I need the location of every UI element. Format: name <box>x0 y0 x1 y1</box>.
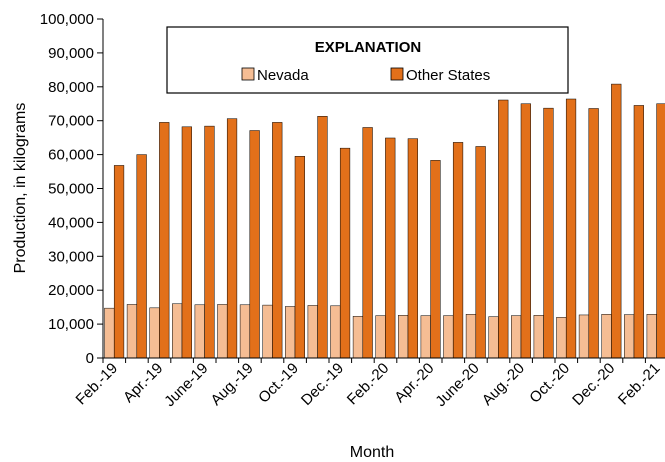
bar-nevada <box>398 315 409 359</box>
bar-nevada <box>330 305 341 359</box>
bar-other-states <box>136 154 147 359</box>
y-axis: 0 10,000 20,000 30,000 40,000 50,000 60,000 70,… <box>40 11 104 367</box>
bar-other-states <box>294 156 305 359</box>
bar-nevada <box>646 314 657 359</box>
bar-other-states <box>498 99 509 359</box>
x-tick-label: Dec.-20 <box>569 360 618 409</box>
bar-nevada <box>511 315 522 359</box>
bar-other-states <box>226 118 238 359</box>
bar-other-states <box>317 116 328 359</box>
legend-label-other-states: Other States <box>406 67 490 84</box>
bar-other-states <box>113 165 125 359</box>
bar-other-states <box>181 126 192 359</box>
bar-nevada <box>533 315 544 359</box>
bar-nevada <box>285 306 296 359</box>
bar-nevada <box>149 307 160 359</box>
x-axis-title: Month <box>350 444 394 461</box>
y-tick-label: 80,000 <box>48 79 94 96</box>
x-tick-label: Feb.-19 <box>73 360 122 409</box>
bar-nevada <box>488 316 499 359</box>
bar-other-states <box>272 122 283 359</box>
bar-other-states <box>159 122 170 359</box>
bar-nevada <box>262 304 273 359</box>
y-tick-label: 0 <box>86 350 94 367</box>
bar-nevada <box>239 304 251 359</box>
bar-other-states <box>249 130 260 359</box>
legend-swatch-other-states <box>390 67 404 81</box>
y-tick-label: 20,000 <box>48 282 94 299</box>
x-tick-label: Aug.-20 <box>479 360 528 409</box>
y-tick-label: 100,000 <box>40 11 94 28</box>
bar-other-states <box>339 147 351 359</box>
bar-other-states <box>430 160 441 359</box>
bar-other-states <box>588 108 599 359</box>
x-tick-label: Aug.-19 <box>208 360 257 409</box>
bar-nevada <box>578 314 590 359</box>
legend-box <box>166 26 569 94</box>
bar-other-states <box>656 103 665 359</box>
bar-nevada <box>307 305 318 359</box>
bar-other-states <box>611 83 622 359</box>
bar-other-states <box>565 98 577 359</box>
x-tick-label: June-20 <box>432 360 482 410</box>
y-tick-label: 40,000 <box>48 214 94 231</box>
y-tick-label: 50,000 <box>48 181 94 198</box>
bar-nevada <box>465 314 477 359</box>
x-tick-label: Oct.-20 <box>526 360 573 407</box>
bar-nevada <box>352 316 364 359</box>
bars-layer <box>104 83 665 359</box>
bar-nevada <box>104 307 115 359</box>
y-tick-label: 90,000 <box>48 45 94 62</box>
x-tick-label: Oct.-19 <box>255 360 302 407</box>
bar-nevada <box>217 304 228 359</box>
bar-other-states <box>452 142 464 359</box>
x-tick-label: Apr.-20 <box>391 360 437 406</box>
legend-title: EXPLANATION <box>315 39 421 56</box>
bar-nevada <box>443 315 454 359</box>
legend: EXPLANATION Nevada Other States <box>166 26 569 94</box>
x-tick-label: Dec.-19 <box>298 360 347 409</box>
bar-other-states <box>475 146 486 359</box>
x-tick-label: Apr.-19 <box>120 360 166 406</box>
bar-nevada <box>126 304 138 359</box>
bar-nevada <box>556 317 567 359</box>
y-tick-label: 10,000 <box>48 316 94 333</box>
bar-other-states <box>385 137 396 359</box>
bar-other-states <box>520 103 531 359</box>
x-tick-label: June-19 <box>161 360 211 410</box>
bar-nevada <box>601 314 612 359</box>
bar-nevada <box>420 315 431 359</box>
y-tick-label: 60,000 <box>48 147 94 164</box>
bar-other-states <box>543 107 554 359</box>
bar-nevada <box>624 314 635 359</box>
bar-other-states <box>362 127 373 359</box>
bar-other-states <box>204 125 215 359</box>
legend-label-nevada: Nevada <box>257 67 309 84</box>
x-axis: Feb.-19Apr.-19June-19Aug.-19Oct.-19Dec.-… <box>73 357 665 410</box>
legend-swatch-nevada <box>241 67 255 81</box>
bar-nevada <box>172 303 183 359</box>
y-tick-label: 70,000 <box>48 113 94 130</box>
bar-other-states <box>407 138 418 359</box>
y-axis-title: Production, in kilograms <box>12 103 29 274</box>
bar-nevada <box>194 304 205 359</box>
x-tick-label: Feb.-20 <box>344 360 393 409</box>
bar-nevada <box>375 315 386 359</box>
bar-other-states <box>633 105 644 359</box>
x-tick-label: Feb.-21 <box>615 360 664 409</box>
y-tick-label: 30,000 <box>48 248 94 265</box>
